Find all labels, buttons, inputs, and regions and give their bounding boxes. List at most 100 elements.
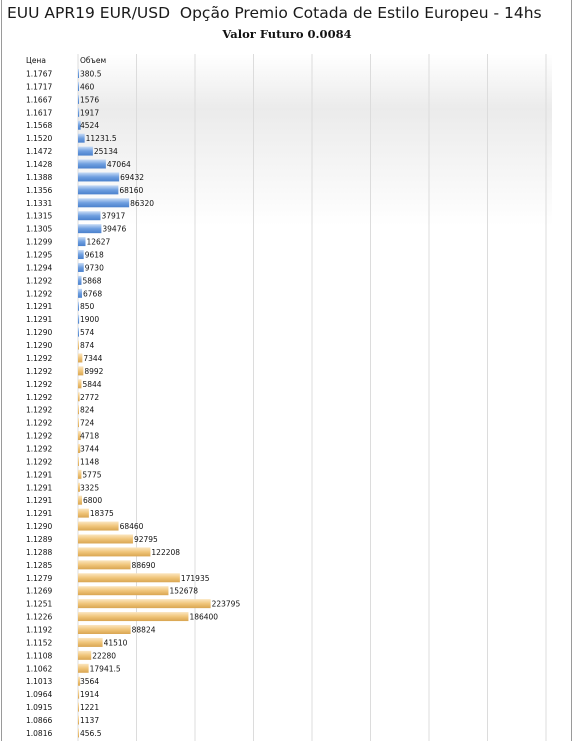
chart-row: 1.1292 724: [26, 418, 95, 428]
call-volume-bar: [78, 314, 80, 324]
volume-label: 874: [80, 341, 95, 350]
price-label: 1.1292: [26, 367, 52, 376]
call-volume-bar: [78, 185, 119, 195]
price-label: 1.1289: [26, 535, 52, 544]
column-header-price: Цена: [26, 56, 46, 65]
call-volume-bar: [78, 250, 84, 260]
price-label: 1.1292: [26, 289, 52, 298]
chart-row: 1.1520 11231.5: [26, 133, 117, 143]
call-volume-bar: [78, 327, 79, 337]
chart-row: 1.1292 4718: [26, 431, 99, 441]
put-volume-bar: [78, 547, 151, 557]
volume-label: 1576: [80, 95, 99, 104]
chart-row: 1.1108 22280: [26, 650, 116, 660]
put-volume-bar: [78, 560, 131, 570]
price-label: 1.1285: [26, 561, 52, 570]
chart-row: 1.1568 4524: [26, 120, 99, 130]
call-volume-bar: [78, 159, 106, 169]
volume-label: 4718: [80, 432, 99, 441]
put-volume-bar: [78, 728, 79, 738]
volume-label: 2772: [80, 393, 99, 402]
volume-label: 47064: [107, 160, 131, 169]
volume-label: 88690: [132, 561, 156, 570]
chart-title: EUU APR19 EUR/USD Opção Premio Cotada de…: [7, 4, 542, 22]
chart-row: 1.1617 1917: [26, 107, 99, 117]
put-volume-bar: [78, 663, 89, 673]
price-label: 1.1388: [26, 173, 52, 182]
chart-row: 1.1299 12627: [26, 237, 111, 247]
price-label: 1.1290: [26, 341, 52, 350]
put-volume-bar: [78, 573, 180, 583]
volume-label: 92795: [134, 535, 158, 544]
put-volume-bar: [78, 676, 81, 686]
price-label: 1.1331: [26, 199, 52, 208]
put-volume-bar: [78, 482, 80, 492]
volume-label: 850: [80, 302, 95, 311]
chart-row: 1.1291 3325: [26, 482, 99, 492]
volume-label: 11231.5: [86, 134, 117, 143]
volume-label: 3744: [80, 444, 99, 453]
price-label: 1.1288: [26, 548, 52, 557]
put-volume-bar: [78, 443, 81, 453]
call-volume-bar: [78, 172, 120, 182]
put-volume-bar: [78, 637, 103, 647]
chart-row: 1.1388 69432: [26, 172, 144, 182]
put-volume-bar: [78, 392, 80, 402]
put-volume-bar: [78, 456, 79, 466]
volume-label: 5775: [82, 470, 101, 479]
price-label: 1.1226: [26, 613, 52, 622]
price-label: 1.1295: [26, 251, 52, 260]
price-label: 1.1717: [26, 82, 52, 91]
price-label: 1.1667: [26, 95, 52, 104]
volume-label: 223795: [212, 600, 241, 609]
put-volume-bar: [78, 366, 84, 376]
price-label: 1.1356: [26, 186, 52, 195]
price-label: 1.1520: [26, 134, 52, 143]
price-label: 1.1290: [26, 328, 52, 337]
chart-row: 1.1289 92795: [26, 534, 158, 544]
put-volume-bar: [78, 702, 79, 712]
chart-row: 1.1290 68460: [26, 521, 144, 531]
volume-label: 5844: [82, 380, 101, 389]
call-volume-bar: [78, 224, 102, 234]
put-volume-bar: [78, 379, 82, 389]
chart-row: 1.1472 25134: [26, 146, 118, 156]
call-volume-bar: [78, 120, 81, 130]
volume-label: 456.5: [80, 729, 102, 738]
put-volume-bar: [78, 418, 79, 428]
chart-row: 1.1292 5844: [26, 379, 102, 389]
price-label: 1.1279: [26, 574, 52, 583]
price-label: 1.1292: [26, 406, 52, 415]
chart-row: 1.1295 9618: [26, 250, 104, 260]
chart-row: 1.1667 1576: [26, 94, 99, 104]
chart-row: 1.1292 5868: [26, 275, 102, 285]
price-label: 1.1315: [26, 212, 52, 221]
price-label: 1.1108: [26, 651, 52, 660]
chart-row: 1.1305 39476: [26, 224, 126, 234]
chart-row: 1.1013 3564: [26, 676, 99, 686]
volume-label: 88824: [132, 625, 156, 634]
volume-label: 25134: [94, 147, 118, 156]
put-volume-bar: [78, 534, 133, 544]
volume-label: 41510: [104, 638, 128, 647]
put-volume-bar: [78, 508, 89, 518]
put-volume-bar: [78, 521, 119, 531]
chart-row: 1.0915 1221: [26, 702, 99, 712]
volume-label: 380.5: [80, 70, 102, 79]
put-volume-bar: [78, 586, 169, 596]
volume-label: 1917: [80, 108, 99, 117]
chart-row: 1.1767 380.5: [26, 69, 102, 79]
price-label: 1.0866: [26, 716, 52, 725]
price-label: 1.1192: [26, 625, 52, 634]
chart-rows: 1.1767 380.5 1.1717 460 1.1667 1576 1.1617 1917…: [26, 69, 240, 738]
volume-label: 37917: [101, 212, 125, 221]
volume-label: 724: [80, 419, 95, 428]
price-label: 1.1617: [26, 108, 52, 117]
chart-row: 1.1292 3744: [26, 443, 99, 453]
price-label: 1.1292: [26, 444, 52, 453]
volume-label: 6768: [83, 289, 102, 298]
call-volume-bar: [78, 237, 86, 247]
put-volume-bar: [78, 495, 83, 505]
chart-row: 1.1290 574: [26, 327, 95, 337]
chart-row: 1.1292 2772: [26, 392, 99, 402]
